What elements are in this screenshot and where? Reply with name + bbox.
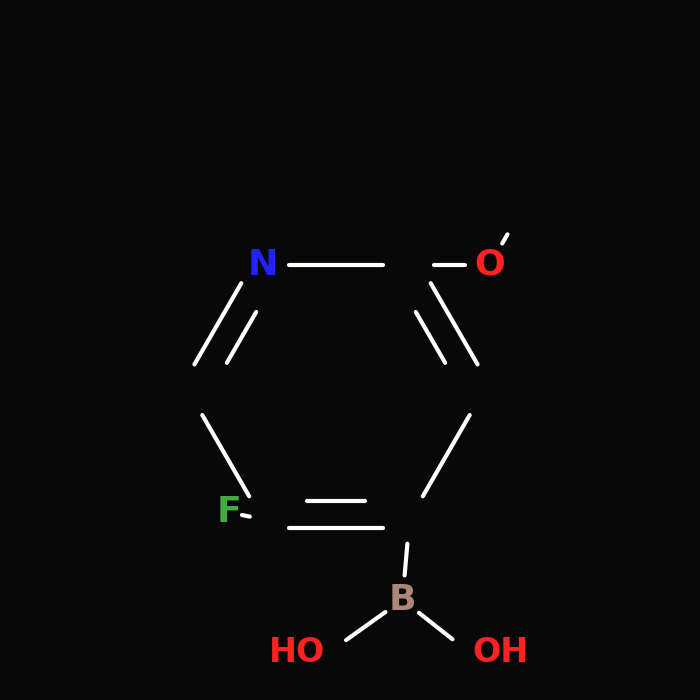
Text: N: N [247,248,278,281]
Text: HO: HO [270,636,326,668]
Text: O: O [475,248,505,281]
Text: F: F [217,496,241,529]
Text: OH: OH [473,636,528,668]
Text: B: B [389,583,416,617]
